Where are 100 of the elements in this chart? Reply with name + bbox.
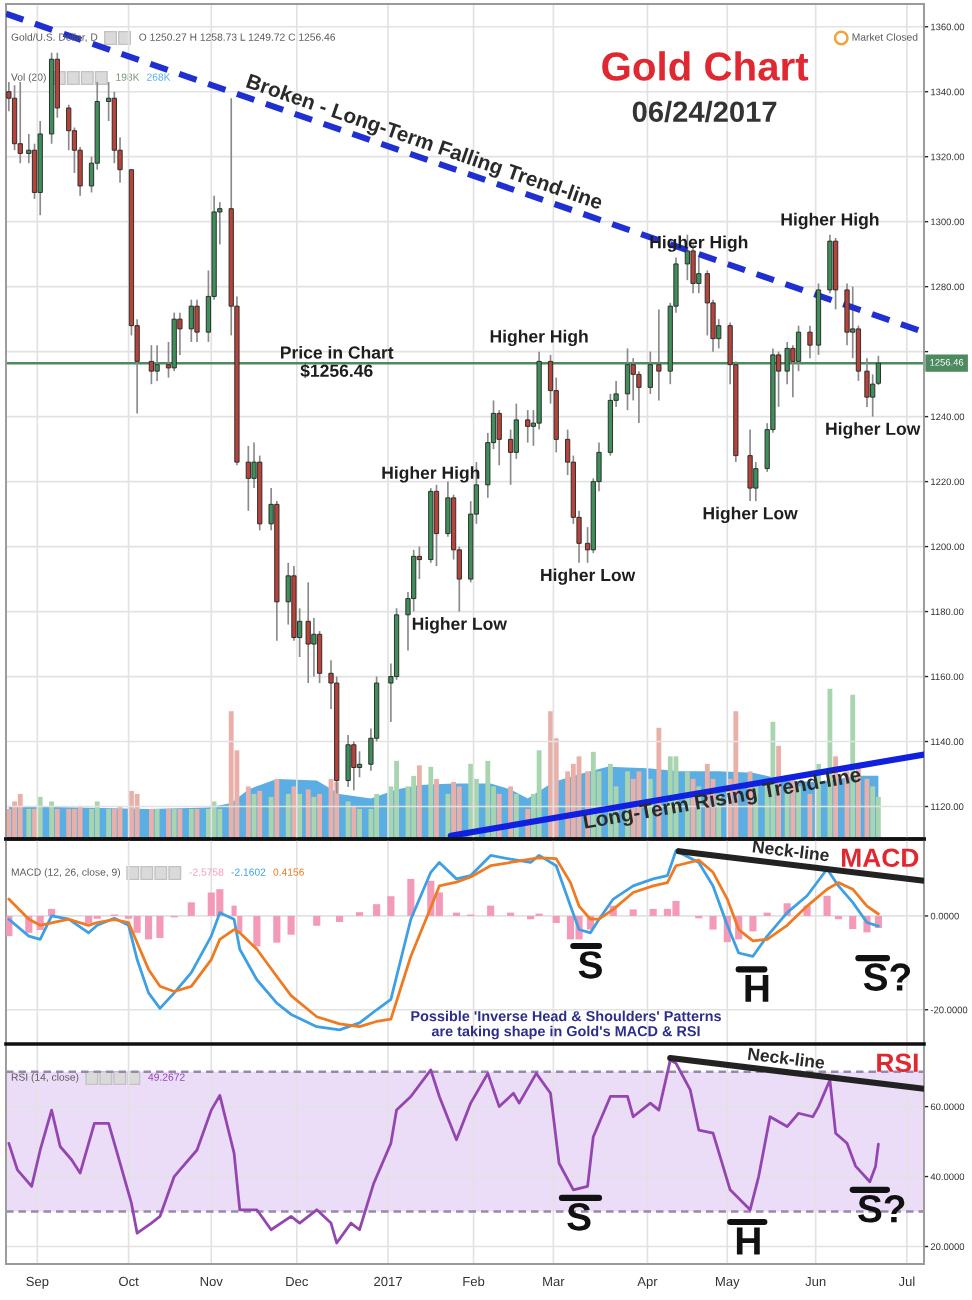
candlestick [356,750,363,779]
bar [148,808,154,839]
candlestick [345,734,351,788]
bar [394,760,399,839]
bar [357,808,362,839]
bar [187,902,195,916]
bar [154,808,160,839]
bar [374,793,380,839]
annotation: Higher Low [541,568,636,585]
bar [156,915,164,938]
bar [336,915,344,923]
bar [85,915,93,924]
bar [217,808,223,839]
annotation: S [567,1203,591,1231]
bar [273,915,281,943]
bar [287,915,295,935]
chart-title: MACD [842,848,919,868]
bar [313,915,321,926]
bar [54,808,60,839]
bar [468,763,474,839]
bar [445,793,451,839]
bar [231,905,237,916]
bar [228,711,234,839]
bar [345,801,351,839]
bar [211,801,217,839]
bar [536,750,542,839]
text: Long-Term Rising Trend-line [583,766,863,833]
bar [649,908,657,916]
bar [566,915,575,940]
bar [823,895,831,916]
bar [416,765,422,839]
bar [177,808,183,839]
bar [311,796,317,839]
bar [207,892,215,916]
annotation: S? [863,963,911,991]
bar [274,778,280,839]
annotation: Higher Low [412,617,507,634]
bar [257,790,263,839]
bar [111,808,117,839]
bar [66,808,72,839]
candlestick [656,308,662,402]
text: Gold Chart [602,51,809,81]
candlestick [245,445,251,512]
bar [305,789,311,839]
bar [253,915,261,947]
candlestick [351,740,357,792]
candlestick [311,617,317,678]
bar [37,796,43,839]
annotation: Higher High [382,466,480,483]
text: 06/24/2017 [632,100,777,123]
bar [629,909,637,916]
annotation: Higher Low [826,422,921,439]
bar [129,790,134,839]
bar [373,904,381,916]
annotation: H [736,1227,760,1255]
bar [552,915,560,923]
bar [26,808,32,839]
bar [749,915,757,932]
bar [94,801,100,839]
bar [12,801,17,839]
bar [49,801,55,839]
bar [428,766,434,839]
candlestick [154,344,160,382]
bar [387,896,395,916]
bar [849,915,857,930]
candlestick [433,484,440,567]
candlestick [747,428,753,502]
text: Neck-line [752,839,830,862]
text: Neck-line [747,1047,825,1069]
bar [870,786,876,839]
candlestick [525,409,531,444]
bar [487,905,495,916]
bar [570,763,576,839]
bar [144,915,153,940]
bar [77,805,83,839]
bar [106,808,112,839]
annotation: Price in Chart $1256.46 [280,345,394,379]
bar [317,793,323,839]
annotation: Higher High [490,329,588,347]
bar [17,793,23,839]
candlestick [624,347,631,411]
annotation: H [745,975,769,1002]
annotation: Higher High [781,212,879,230]
bar [285,793,291,839]
bar [268,796,274,839]
annotation: Higher Low [703,506,798,524]
bar [245,786,251,839]
candlestick [194,298,200,343]
candlestick [148,344,155,385]
bar [32,808,37,839]
bar [188,808,194,839]
bar [485,760,491,839]
bar [171,808,177,839]
bar [166,808,171,839]
bar [548,711,553,839]
candlestick [753,461,759,502]
bar [72,808,77,839]
candlestick [188,298,194,343]
bar [134,793,140,839]
bar [565,771,571,839]
